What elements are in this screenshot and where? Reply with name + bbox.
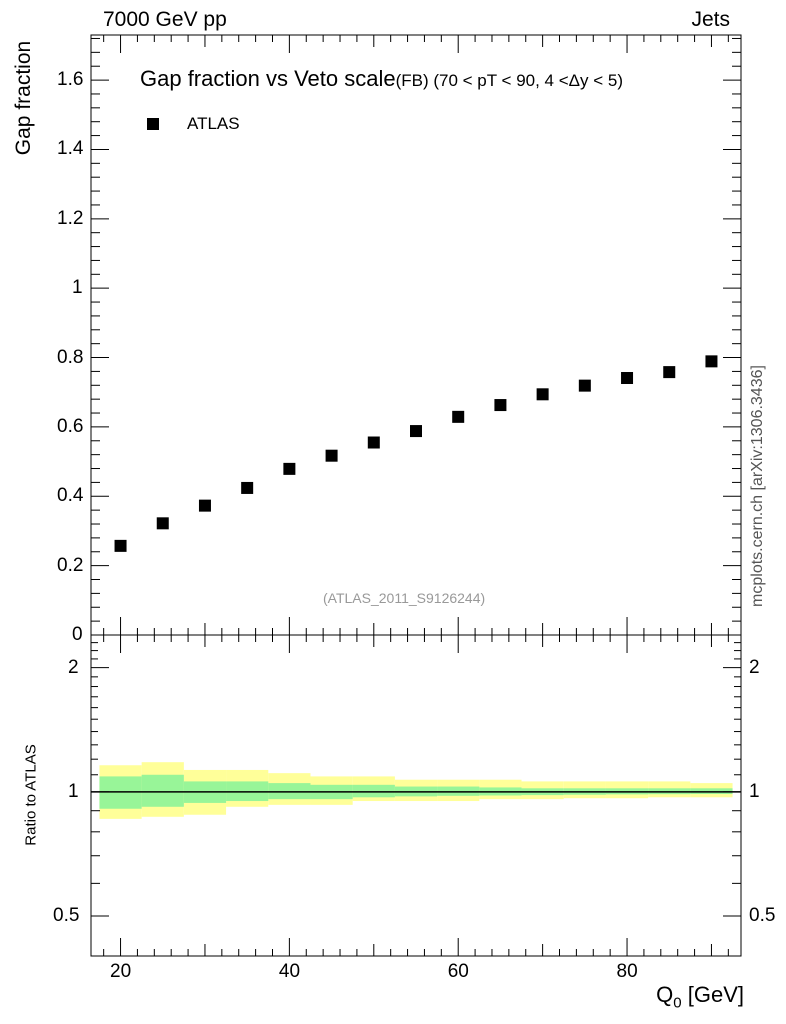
data-point xyxy=(536,388,549,401)
ratio-tick-label-right: 0.5 xyxy=(749,905,776,927)
data-point xyxy=(705,355,718,368)
ratio-bands xyxy=(91,762,741,819)
x-tick-label: 60 xyxy=(447,961,469,982)
x-axis-title-subscript: 0 xyxy=(673,994,682,1012)
y-tick-label-top: 0 xyxy=(72,624,83,645)
data-point xyxy=(367,436,380,449)
data-markers xyxy=(114,118,718,552)
y-tick-label-top: 0.6 xyxy=(57,415,84,437)
y-tick-label-top: 1.4 xyxy=(57,138,84,160)
source-label: mcplots.cern.ch [arXiv:1306.3436] xyxy=(749,365,766,607)
x-axis-title: Q0 [GeV] xyxy=(656,982,744,1011)
x-axis-title-main: Q xyxy=(656,982,674,1007)
y-tick-label-top: 0.2 xyxy=(57,554,84,576)
axis-ticks xyxy=(91,35,741,957)
ratio-tick-label-right: 1 xyxy=(749,780,760,802)
y-tick-label-top: 1.6 xyxy=(57,69,84,91)
analysis-label: (ATLAS_2011_S9126244) xyxy=(323,590,486,606)
ratio-tick-label-left: 2 xyxy=(68,656,79,678)
x-tick-label: 80 xyxy=(616,961,638,982)
data-point xyxy=(578,379,591,392)
plot-frames xyxy=(90,34,742,957)
y-tick-label-top: 0.4 xyxy=(57,485,84,507)
data-point xyxy=(452,410,465,423)
legend-label: ATLAS xyxy=(187,114,240,133)
y-axis-title-top: Gap fraction xyxy=(12,40,35,156)
ratio-tick-label-left: 1 xyxy=(68,780,79,802)
data-point xyxy=(663,366,676,379)
data-point xyxy=(241,481,254,494)
header-right-label: Jets xyxy=(691,8,730,31)
band-stat xyxy=(141,774,184,807)
y-tick-label-top: 1 xyxy=(72,277,83,299)
data-point xyxy=(283,462,296,475)
chart-title: Gap fraction vs Veto scale(FB) (70 < pT … xyxy=(140,66,623,92)
y-tick-label-top: 0.8 xyxy=(57,346,84,368)
data-point xyxy=(325,449,338,462)
data-point xyxy=(621,372,634,385)
chart-title-main: Gap fraction vs Veto scale xyxy=(140,66,396,91)
data-point xyxy=(114,539,127,552)
bottom-plot-frame xyxy=(90,634,742,957)
data-point xyxy=(410,425,422,438)
band-stat xyxy=(352,784,395,798)
ratio-tick-label-left: 0.5 xyxy=(53,905,80,927)
header-left-label: 7000 GeV pp xyxy=(103,8,227,31)
chart-title-sub: (FB) (70 < pT < 90, 4 <Δy < 5) xyxy=(395,71,624,90)
x-tick-label: 40 xyxy=(278,961,301,982)
y-tick-label-top: 1.2 xyxy=(57,207,84,229)
data-point xyxy=(494,399,507,412)
x-axis-title-unit: [GeV] xyxy=(681,982,744,1007)
ratio-tick-label-right: 2 xyxy=(749,656,760,678)
y-axis-title-bottom: Ratio to ATLAS xyxy=(22,744,40,846)
x-tick-label: 20 xyxy=(110,961,132,982)
data-point xyxy=(198,499,211,512)
data-point xyxy=(156,517,169,530)
legend-marker xyxy=(147,118,159,130)
